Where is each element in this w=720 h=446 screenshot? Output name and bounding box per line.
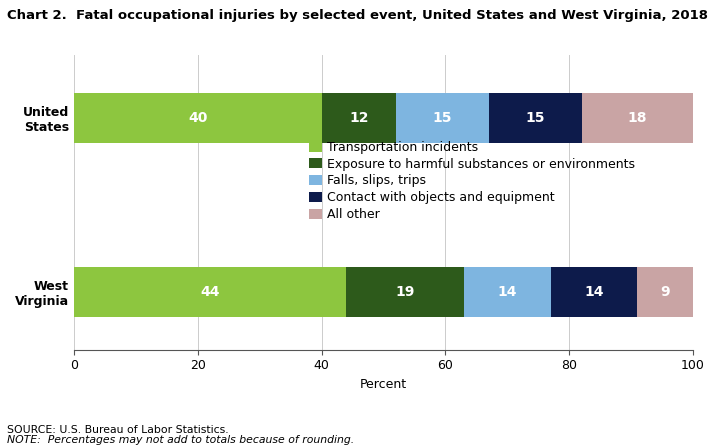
Bar <box>74 267 346 317</box>
Text: 12: 12 <box>349 111 369 125</box>
Text: 9: 9 <box>660 285 670 299</box>
Bar <box>637 267 693 317</box>
Bar <box>464 267 551 317</box>
Text: Chart 2.  Fatal occupational injuries by selected event, United States and West : Chart 2. Fatal occupational injuries by … <box>7 9 708 22</box>
Text: 14: 14 <box>498 285 517 299</box>
Bar <box>346 267 464 317</box>
Bar <box>489 93 582 143</box>
Bar <box>74 93 322 143</box>
Legend: Transportation incidents, Exposure to harmful substances or environments, Falls,: Transportation incidents, Exposure to ha… <box>310 141 635 221</box>
Bar <box>322 93 396 143</box>
Text: 40: 40 <box>188 111 207 125</box>
Bar <box>396 93 489 143</box>
Text: SOURCE: U.S. Bureau of Labor Statistics.: SOURCE: U.S. Bureau of Labor Statistics. <box>7 425 229 435</box>
Text: 14: 14 <box>584 285 604 299</box>
Text: 15: 15 <box>526 111 545 125</box>
Text: 19: 19 <box>395 285 415 299</box>
Text: 18: 18 <box>628 111 647 125</box>
Bar <box>582 93 693 143</box>
X-axis label: Percent: Percent <box>360 378 407 391</box>
Bar <box>551 267 637 317</box>
Text: 15: 15 <box>433 111 452 125</box>
Text: NOTE:  Percentages may not add to totals because of rounding.: NOTE: Percentages may not add to totals … <box>7 435 354 445</box>
Text: 44: 44 <box>200 285 220 299</box>
